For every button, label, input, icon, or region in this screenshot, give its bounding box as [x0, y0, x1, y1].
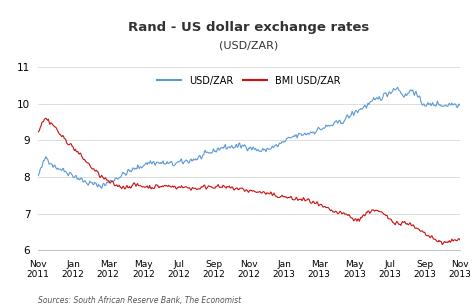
BMI USD/ZAR — [219, 186, 225, 189]
Text: Sources: South African Reserve Bank, The Economist: Sources: South African Reserve Bank, The… — [38, 296, 241, 305]
USD/ZAR — [395, 85, 401, 89]
USD/ZAR — [357, 108, 363, 111]
BMI USD/ZAR — [43, 116, 49, 120]
USD/ZAR — [99, 186, 105, 190]
Text: Rand - US dollar exchange rates: Rand - US dollar exchange rates — [128, 21, 369, 34]
USD/ZAR — [457, 103, 463, 107]
USD/ZAR — [111, 180, 117, 183]
BMI USD/ZAR — [111, 181, 117, 185]
BMI USD/ZAR — [123, 187, 128, 190]
BMI USD/ZAR — [439, 243, 445, 246]
USD/ZAR — [219, 146, 225, 150]
USD/ZAR — [123, 174, 128, 177]
Line: USD/ZAR: USD/ZAR — [38, 87, 460, 188]
BMI USD/ZAR — [305, 198, 310, 202]
USD/ZAR — [437, 103, 443, 106]
USD/ZAR — [305, 131, 310, 135]
USD/ZAR — [35, 174, 41, 178]
BMI USD/ZAR — [35, 130, 41, 134]
Legend: USD/ZAR, BMI USD/ZAR: USD/ZAR, BMI USD/ZAR — [153, 72, 345, 90]
Text: (USD/ZAR): (USD/ZAR) — [219, 41, 278, 51]
BMI USD/ZAR — [457, 238, 463, 242]
BMI USD/ZAR — [436, 239, 442, 242]
Line: BMI USD/ZAR: BMI USD/ZAR — [38, 118, 460, 245]
BMI USD/ZAR — [357, 217, 363, 221]
